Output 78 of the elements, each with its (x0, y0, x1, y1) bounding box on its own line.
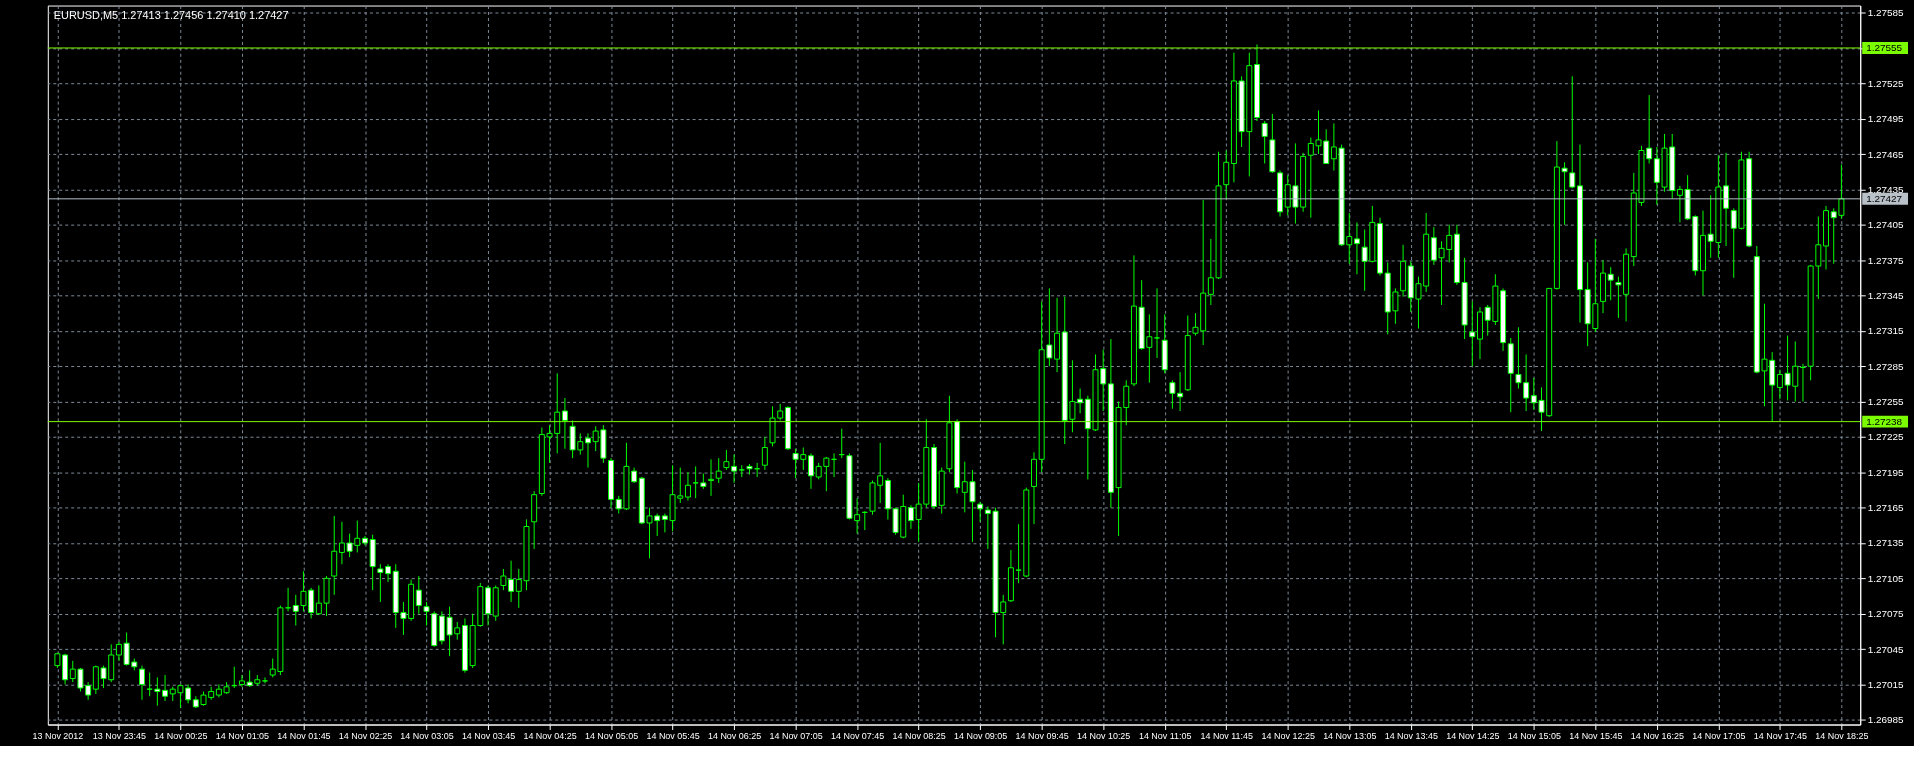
x-tick-label: 14 Nov 18:25 (1815, 730, 1869, 741)
candlestick (584, 432, 591, 469)
y-tick-label: 1.27015 (1867, 678, 1905, 690)
x-tick-label: 14 Nov 01:05 (215, 730, 270, 741)
candlestick (423, 601, 430, 627)
x-tick-label: 14 Nov 00:25 (154, 730, 208, 741)
x-tick-label: 14 Nov 09:45 (1015, 730, 1069, 741)
ref-line-label: 1.27555 (1866, 41, 1903, 53)
x-tick-label: 14 Nov 17:05 (1692, 730, 1746, 741)
y-tick-label: 1.27405 (1867, 219, 1905, 231)
x-tick-label: 14 Nov 01:45 (277, 730, 331, 741)
candlestick (715, 457, 722, 484)
candlestick (708, 458, 715, 497)
x-tick-label: 14 Nov 12:25 (1261, 730, 1315, 741)
candlestick (1469, 300, 1476, 367)
x-tick-label: 14 Nov 07:45 (830, 730, 885, 741)
y-tick-label: 1.27225 (1867, 431, 1905, 443)
x-tick-label: 14 Nov 13:45 (1384, 730, 1438, 741)
candlestick (1223, 150, 1230, 200)
y-tick-label: 1.27435 (1867, 183, 1905, 195)
y-tick-label: 1.27135 (1867, 537, 1905, 549)
x-tick-label: 14 Nov 11:05 (1138, 730, 1192, 741)
x-tick-label: 14 Nov 10:25 (1077, 730, 1131, 741)
candlestick (761, 436, 768, 471)
x-tick-label: 14 Nov 14:25 (1446, 730, 1500, 741)
x-tick-label: 14 Nov 02:25 (338, 730, 393, 741)
x-tick-label: 14 Nov 04:25 (523, 730, 577, 741)
candlestick (162, 674, 169, 702)
x-tick-label: 13 Nov 2012 (32, 730, 84, 741)
candlestick (1261, 120, 1268, 164)
x-tick-label: 14 Nov 17:45 (1753, 730, 1808, 741)
candlestick (1015, 523, 1022, 584)
y-tick-label: 1.27045 (1867, 643, 1905, 655)
y-tick-label: 1.27465 (1867, 148, 1905, 160)
x-tick-label: 14 Nov 07:05 (769, 730, 823, 741)
x-tick-label: 14 Nov 03:45 (461, 730, 516, 741)
chart-title: EURUSD,M5 1.27413 1.27456 1.27410 1.27427 (53, 9, 289, 22)
candlestick (1154, 287, 1161, 359)
ref-line-label: 1.27238 (1866, 415, 1903, 427)
candlestick (415, 575, 422, 615)
x-tick-label: 14 Nov 05:45 (646, 730, 700, 741)
x-tick-label: 14 Nov 03:05 (400, 730, 454, 741)
candlestick (807, 452, 814, 490)
candlestick (138, 665, 145, 701)
candlestick (1353, 221, 1360, 275)
x-tick-label: 14 Nov 15:45 (1569, 730, 1623, 741)
y-tick-label: 1.27195 (1867, 466, 1905, 478)
y-tick-label: 1.27345 (1867, 289, 1905, 301)
y-tick-label: 1.27075 (1867, 608, 1905, 620)
x-tick-label: 14 Nov 11:45 (1200, 730, 1254, 741)
candlestick (684, 471, 691, 502)
candlestick (1607, 266, 1614, 301)
y-tick-label: 1.26985 (1867, 714, 1905, 726)
candlestick (907, 504, 914, 530)
y-tick-label: 1.27105 (1867, 572, 1905, 584)
candlestick (561, 397, 568, 450)
y-tick-label: 1.27495 (1867, 113, 1905, 125)
candlestick (977, 501, 984, 523)
x-tick-label: 14 Nov 06:25 (707, 730, 762, 741)
x-tick-label: 14 Nov 08:25 (892, 730, 946, 741)
x-tick-label: 14 Nov 13:05 (1323, 730, 1377, 741)
candlestick (692, 465, 699, 499)
y-tick-label: 1.27165 (1867, 502, 1905, 514)
y-tick-label: 1.27285 (1867, 360, 1905, 372)
ref-line-label: 1.27427 (1866, 192, 1903, 204)
y-tick-label: 1.27315 (1867, 325, 1905, 337)
x-tick-label: 14 Nov 16:25 (1630, 730, 1684, 741)
candlestick (154, 676, 161, 707)
y-tick-label: 1.27255 (1867, 396, 1905, 408)
candlestick (1569, 75, 1576, 189)
x-tick-label: 13 Nov 23:45 (92, 730, 147, 741)
y-tick-label: 1.27375 (1867, 254, 1905, 266)
y-tick-label: 1.27585 (1867, 7, 1905, 19)
candlestick (262, 676, 268, 684)
x-tick-label: 14 Nov 15:05 (1507, 730, 1561, 741)
y-tick-label: 1.27525 (1867, 77, 1905, 89)
x-tick-label: 14 Nov 09:05 (954, 730, 1008, 741)
x-tick-label: 14 Nov 05:05 (584, 730, 639, 741)
